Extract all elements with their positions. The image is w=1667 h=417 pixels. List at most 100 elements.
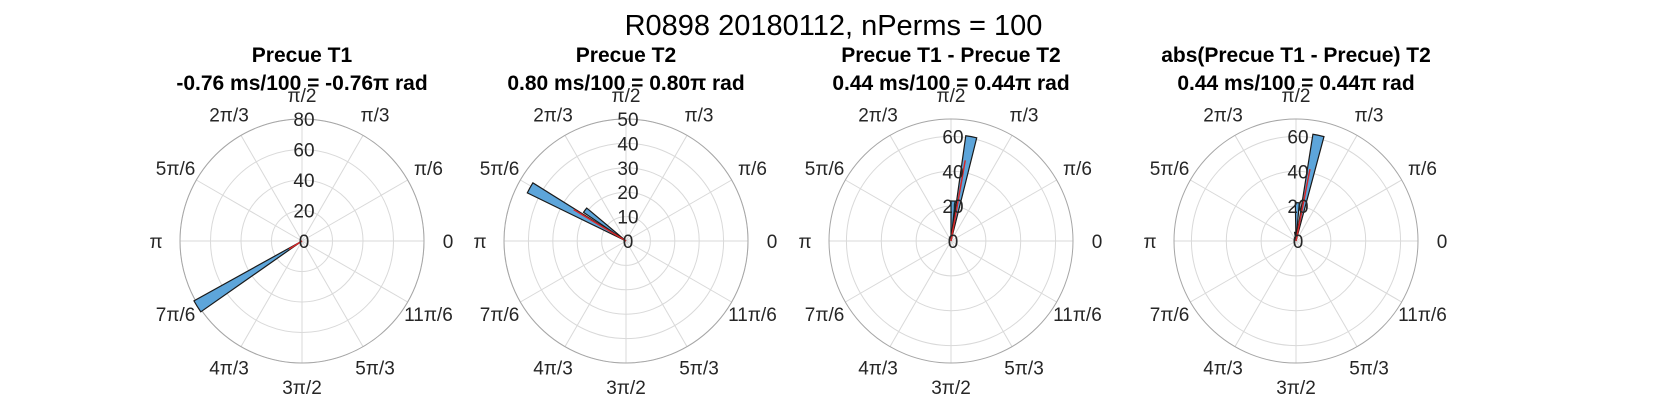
radial-gridline xyxy=(1190,179,1297,242)
r-tick-label: 20 xyxy=(1287,197,1308,218)
angle-tick-label: π xyxy=(1143,232,1156,253)
radial-gridline xyxy=(950,240,1057,303)
r-tick-label: 0 xyxy=(1293,232,1304,253)
r-gridline xyxy=(880,170,1022,312)
radial-gridline xyxy=(950,179,1057,242)
r-tick-label: 20 xyxy=(942,197,963,218)
chart-title-line1: Precue T1 - Precue T2 xyxy=(841,44,1061,67)
chart-title: Precue T1 -0.76 ms/100 = -0.76π rad xyxy=(122,42,482,98)
figure-title: R0898 20180112, nPerms = 100 xyxy=(624,10,1043,42)
chart-title-line2: 0.80 ms/100 = 0.80π rad xyxy=(507,72,745,95)
angle-tick-label: 5π/6 xyxy=(805,159,845,180)
angle-tick-label: 2π/3 xyxy=(858,106,898,127)
angle-tick-label: 0 xyxy=(443,232,454,253)
polar-plot: 0 20 40 60 0 π/6 π/3 π/2 2π/3 5π/6 π 7π/6 4π/3 3π/2 5π… xyxy=(798,86,1103,399)
r-tick-label: 0 xyxy=(623,232,634,253)
r-tick-label: 10 xyxy=(617,208,638,229)
angle-tick-label: 11π/6 xyxy=(404,305,453,326)
radial-gridline xyxy=(625,240,688,347)
angle-tick-label: 11π/6 xyxy=(1398,305,1447,326)
polar-plot: 0 20 40 60 80 0 π/6 π/3 π/2 2π/3 5π/6 π 7π/6 4π/3 3π/2… xyxy=(149,86,454,399)
r-tick-label: 50 xyxy=(617,110,638,131)
mean-vector xyxy=(573,208,627,242)
radial-gridline xyxy=(1295,179,1402,242)
angle-tick-label: 5π/6 xyxy=(480,159,520,180)
r-tick-label: 0 xyxy=(948,232,959,253)
radial-gridline xyxy=(564,135,627,242)
angle-tick-label: π/6 xyxy=(1063,159,1092,180)
r-tick-label: 20 xyxy=(293,202,314,223)
radial-gridline xyxy=(845,240,952,303)
r-tick-label: 40 xyxy=(617,134,638,155)
radial-gridline xyxy=(1295,135,1358,242)
radial-gridline xyxy=(1295,240,1402,303)
angle-tick-label: π/2 xyxy=(612,86,641,107)
angle-tick-label: 0 xyxy=(767,232,778,253)
radial-gridline xyxy=(950,240,1013,347)
angle-tick-label: 7π/6 xyxy=(156,305,196,326)
radial-gridline xyxy=(950,135,1013,242)
angle-tick-label: π/3 xyxy=(685,106,714,127)
r-gridline xyxy=(240,179,364,303)
radial-gridline xyxy=(1234,135,1297,242)
chart-title-line1: Precue T2 xyxy=(575,44,677,67)
mean-vector xyxy=(950,160,966,242)
r-tick-label: 60 xyxy=(293,141,314,162)
angle-tick-label: 7π/6 xyxy=(1150,305,1190,326)
angle-tick-label: 5π/6 xyxy=(1150,159,1190,180)
angle-tick-label: 4π/3 xyxy=(533,358,573,379)
angle-tick-label: 5π/6 xyxy=(156,159,196,180)
r-gridline xyxy=(527,142,725,340)
angle-tick-label: π xyxy=(473,232,486,253)
angle-tick-label: π/6 xyxy=(738,159,767,180)
angle-tick-label: 4π/3 xyxy=(209,358,249,379)
angle-tick-label: π/3 xyxy=(1010,106,1039,127)
chart-title-line2: -0.76 ms/100 = -0.76π rad xyxy=(176,72,428,95)
r-gridline xyxy=(552,167,700,315)
polar-boundary xyxy=(828,118,1074,364)
radial-gridline xyxy=(520,240,627,303)
r-tick-label: 80 xyxy=(293,110,314,131)
radial-gridline xyxy=(625,135,688,242)
angle-tick-label: 2π/3 xyxy=(533,106,573,127)
chart-title-line2: 0.44 ms/100 = 0.44π rad xyxy=(1177,72,1415,95)
polar-chart-precue-t1: Precue T1 -0.76 ms/100 = -0.76π rad 0 20 4… xyxy=(122,42,482,412)
angle-tick-label: 2π/3 xyxy=(1203,106,1243,127)
histogram-bar xyxy=(1295,133,1325,242)
polar-plot: 0 10 20 30 40 50 0 π/6 π/3 π/2 2π/3 5π/6 π 7π/6 4π/3 3π… xyxy=(473,86,778,399)
angle-tick-label: π/3 xyxy=(361,106,390,127)
r-tick-label: 30 xyxy=(617,159,638,180)
radial-gridline xyxy=(845,179,952,242)
angle-tick-label: 5π/3 xyxy=(1349,358,1389,379)
angle-tick-label: 11π/6 xyxy=(728,305,777,326)
angle-tick-label: 0 xyxy=(1092,232,1103,253)
angle-tick-label: 4π/3 xyxy=(858,358,898,379)
chart-title: abs(Precue T1 - Precue) T2 0.44 ms/100 =… xyxy=(1116,42,1476,98)
angle-tick-label: π xyxy=(149,232,162,253)
polar-chart-precue-abs-diff: abs(Precue T1 - Precue) T2 0.44 ms/100 =… xyxy=(1116,42,1476,412)
angle-tick-label: 4π/3 xyxy=(1203,358,1243,379)
angle-tick-label: π/6 xyxy=(1408,159,1437,180)
angle-tick-label: 5π/3 xyxy=(1004,358,1044,379)
r-gridline xyxy=(271,210,333,272)
r-gridline xyxy=(845,135,1057,347)
angle-tick-label: 3π/2 xyxy=(1276,378,1316,399)
r-gridline xyxy=(210,149,394,333)
histogram-bar xyxy=(1294,202,1300,242)
radial-gridline xyxy=(889,240,952,347)
chart-title: Precue T2 0.80 ms/100 = 0.80π rad xyxy=(446,42,806,98)
r-gridline xyxy=(601,216,651,266)
angle-tick-label: π/2 xyxy=(1282,86,1311,107)
radial-gridline xyxy=(1295,240,1358,347)
radial-gridline xyxy=(1234,240,1297,347)
angle-tick-label: 3π/2 xyxy=(606,378,646,399)
r-tick-label: 40 xyxy=(1287,162,1308,183)
radial-gridline xyxy=(1190,240,1297,303)
angle-tick-label: 2π/3 xyxy=(209,106,249,127)
radial-gridline xyxy=(889,135,952,242)
angle-tick-label: 3π/2 xyxy=(282,378,322,399)
angle-tick-label: 0 xyxy=(1437,232,1448,253)
angle-tick-label: 5π/3 xyxy=(355,358,395,379)
angle-tick-label: 7π/6 xyxy=(805,305,845,326)
chart-title: Precue T1 - Precue T2 0.44 ms/100 = 0.44… xyxy=(771,42,1131,98)
